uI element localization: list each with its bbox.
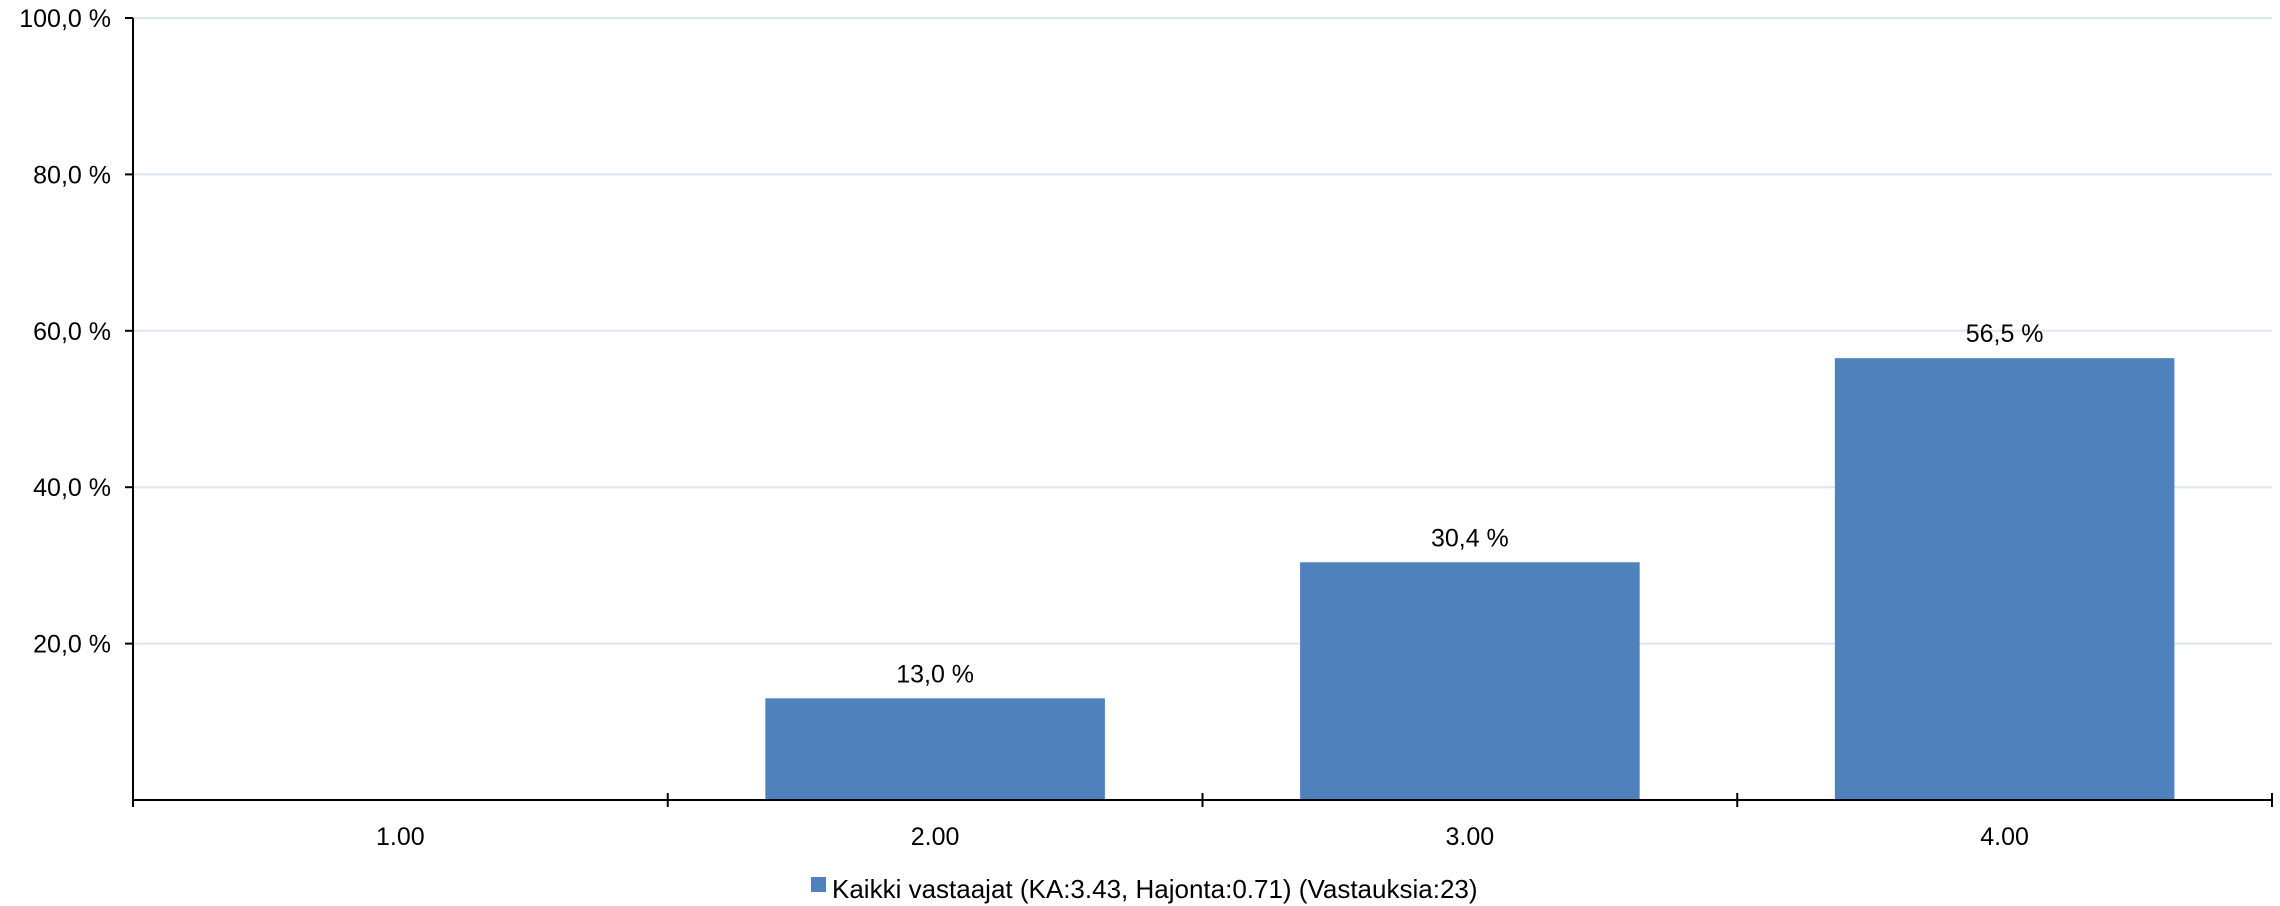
y-tick-label: 100,0 % bbox=[19, 5, 111, 33]
legend: Kaikki vastaajat (KA:3.43, Hajonta:0.71)… bbox=[811, 874, 1478, 904]
legend-swatch bbox=[811, 877, 826, 892]
x-tick-label: 1.00 bbox=[376, 823, 425, 851]
data-label: 56,5 % bbox=[1966, 320, 2044, 348]
y-tick-label: 20,0 % bbox=[33, 631, 111, 659]
x-tick-label: 2.00 bbox=[911, 823, 960, 851]
x-tick-label: 3.00 bbox=[1446, 823, 1495, 851]
labels: 20,0 % 40,0 % 60,0 % 80,0 % 100,0 % 1.00 2.00 1… bbox=[19, 5, 2043, 851]
axes bbox=[125, 17, 2273, 807]
bar bbox=[1300, 562, 1640, 800]
y-tick-label: 80,0 % bbox=[33, 161, 111, 189]
y-tick-label: 60,0 % bbox=[33, 318, 111, 346]
x-tick-label: 4.00 bbox=[1980, 823, 2029, 851]
y-tick-label: 40,0 % bbox=[33, 474, 111, 502]
data-label: 30,4 % bbox=[1431, 524, 1509, 552]
bar bbox=[765, 698, 1105, 800]
data-label: 13,0 % bbox=[896, 660, 974, 688]
bars bbox=[765, 358, 2175, 800]
legend-label: Kaikki vastaajat (KA:3.43, Hajonta:0.71)… bbox=[832, 874, 1478, 904]
bar bbox=[1834, 358, 2175, 800]
